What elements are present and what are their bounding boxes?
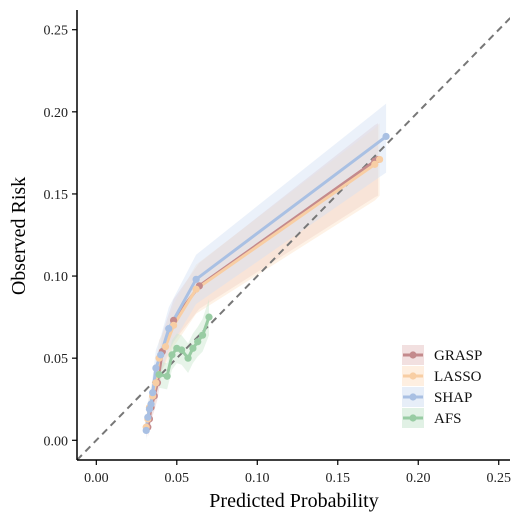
y-tick-label: 0.15	[44, 188, 69, 203]
afs-point	[163, 372, 171, 380]
afs-confidence-band	[159, 299, 209, 390]
shap-confidence-band	[146, 103, 387, 441]
shap-point	[192, 275, 200, 283]
legend-item-shap: SHAP	[402, 387, 472, 407]
afs-line	[157, 315, 211, 378]
identity-reference-line	[77, 16, 510, 460]
x-tick-label: 0.25	[486, 471, 511, 486]
shap-point	[157, 351, 165, 359]
x-tick-label: 0.05	[165, 471, 190, 486]
afs-point	[194, 338, 202, 346]
grasp-line	[146, 158, 380, 429]
shap-point	[382, 132, 390, 141]
y-tick-label: 0.05	[44, 352, 69, 367]
shap-point	[147, 400, 155, 408]
afs-point	[184, 354, 192, 362]
afs-point	[178, 346, 186, 354]
legend: GRASP LASSO SHAP AFS	[402, 345, 482, 428]
y-tick-label: 0.25	[44, 24, 69, 39]
shap-point	[149, 389, 157, 397]
x-tick-label: 0.10	[245, 471, 270, 486]
shap-point	[165, 325, 173, 333]
grasp-point	[169, 316, 178, 325]
lasso-point	[161, 343, 170, 351]
legend-label: AFS	[434, 411, 462, 427]
y-axis-ticks: 0.00 0.05 0.10 0.15 0.20 0.25	[44, 24, 77, 449]
y-tick-label: 0.20	[44, 106, 69, 121]
shap-point	[144, 413, 152, 421]
legend-key-point	[409, 351, 417, 359]
lasso-point	[152, 379, 160, 387]
series-points	[142, 132, 390, 435]
y-axis-title: Observed Risk	[8, 177, 30, 295]
y-tick-label: 0.10	[44, 270, 69, 285]
x-tick-label: 0.00	[84, 471, 109, 486]
lasso-point	[192, 285, 200, 293]
legend-key-point	[409, 372, 417, 380]
lasso-point	[376, 155, 384, 164]
confidence-bands	[146, 103, 387, 441]
shap-point	[152, 364, 160, 372]
x-tick-label: 0.20	[406, 471, 431, 486]
plot-area	[77, 16, 510, 460]
lasso-point	[371, 160, 379, 168]
legend-item-lasso: LASSO	[402, 366, 482, 386]
afs-point	[155, 370, 163, 379]
x-axis-title: Predicted Probability	[209, 490, 378, 512]
legend-label: GRASP	[434, 348, 482, 364]
afs-point	[205, 313, 213, 321]
afs-point	[198, 331, 207, 339]
axes: 0.00 0.05 0.10 0.15 0.20 0.25 0.00 0.05 0.10 0.1…	[44, 10, 511, 486]
y-tick-label: 0.00	[44, 434, 69, 449]
legend-item-grasp: GRASP	[402, 345, 482, 365]
afs-point	[168, 351, 176, 359]
x-axis-ticks: 0.00 0.05 0.10 0.15 0.20 0.25	[84, 460, 511, 486]
legend-item-afs: AFS	[402, 408, 462, 428]
legend-label: SHAP	[434, 390, 472, 406]
shap-point	[142, 426, 150, 435]
legend-key-point	[409, 393, 417, 401]
x-tick-label: 0.15	[326, 471, 351, 486]
legend-label: LASSO	[434, 369, 482, 385]
legend-key-point	[409, 414, 417, 422]
afs-point	[189, 344, 197, 352]
